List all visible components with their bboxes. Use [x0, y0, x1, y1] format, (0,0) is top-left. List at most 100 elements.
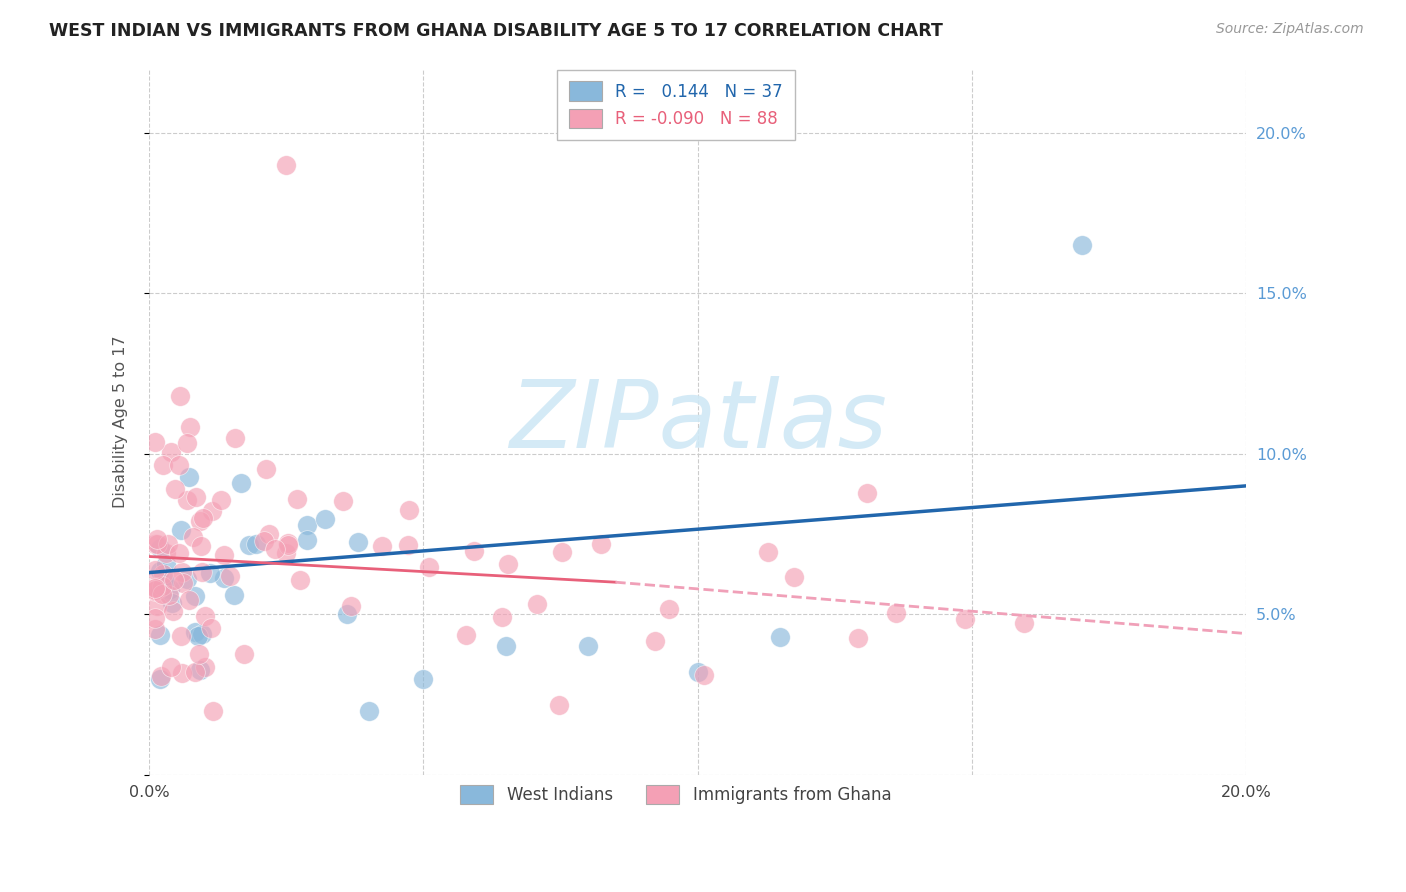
Point — [160, 445, 183, 459]
Point — [184, 490, 207, 504]
Point — [277, 536, 299, 550]
Point — [657, 602, 679, 616]
Point — [184, 590, 207, 604]
Point — [146, 599, 169, 613]
Point — [194, 608, 217, 623]
Point — [160, 660, 183, 674]
Point — [149, 627, 172, 641]
Point — [181, 530, 204, 544]
Point — [591, 537, 613, 551]
Point — [693, 668, 716, 682]
Point — [172, 666, 194, 681]
Point — [209, 493, 232, 508]
Point — [150, 579, 173, 593]
Point — [200, 621, 222, 635]
Point — [188, 664, 211, 678]
Point — [295, 533, 318, 547]
Point — [418, 559, 440, 574]
Point — [245, 536, 267, 550]
Point — [756, 545, 779, 559]
Point — [551, 545, 574, 559]
Point — [177, 593, 200, 607]
Point — [332, 494, 354, 508]
Point — [194, 659, 217, 673]
Point — [297, 518, 319, 533]
Point — [335, 607, 357, 621]
Point — [190, 565, 212, 579]
Point — [184, 625, 207, 640]
Point — [143, 622, 166, 636]
Point — [198, 566, 221, 580]
Point — [219, 568, 242, 582]
Point — [783, 570, 806, 584]
Point — [143, 435, 166, 450]
Point — [222, 588, 245, 602]
Point — [170, 523, 193, 537]
Point — [188, 647, 211, 661]
Point — [149, 564, 172, 578]
Point — [153, 574, 176, 588]
Point — [285, 491, 308, 506]
Point — [212, 548, 235, 562]
Legend: West Indians, Immigrants from Ghana: West Indians, Immigrants from Ghana — [449, 773, 903, 816]
Point — [201, 704, 224, 718]
Point — [264, 541, 287, 556]
Point — [201, 504, 224, 518]
Point — [177, 470, 200, 484]
Point — [846, 631, 869, 645]
Y-axis label: Disability Age 5 to 17: Disability Age 5 to 17 — [114, 335, 128, 508]
Point — [187, 629, 209, 643]
Point — [412, 672, 434, 686]
Point — [238, 538, 260, 552]
Point — [686, 665, 709, 679]
Point — [339, 599, 361, 614]
Point — [233, 648, 256, 662]
Point — [1012, 615, 1035, 630]
Point — [454, 627, 477, 641]
Point — [190, 539, 212, 553]
Point — [162, 604, 184, 618]
Text: WEST INDIAN VS IMMIGRANTS FROM GHANA DISABILITY AGE 5 TO 17 CORRELATION CHART: WEST INDIAN VS IMMIGRANTS FROM GHANA DIS… — [49, 22, 943, 40]
Point — [157, 536, 180, 550]
Point — [396, 539, 419, 553]
Point — [953, 612, 976, 626]
Point — [190, 627, 212, 641]
Point — [150, 669, 173, 683]
Point — [357, 704, 380, 718]
Point — [176, 435, 198, 450]
Point — [150, 587, 173, 601]
Text: ZIPatlas: ZIPatlas — [509, 376, 887, 467]
Point — [252, 534, 274, 549]
Point — [172, 576, 194, 591]
Point — [856, 486, 879, 500]
Point — [143, 610, 166, 624]
Point — [277, 538, 299, 552]
Point — [495, 640, 517, 654]
Point — [149, 541, 172, 555]
Point — [370, 539, 392, 553]
Point — [346, 535, 368, 549]
Point — [176, 572, 198, 586]
Point — [398, 502, 420, 516]
Point — [167, 546, 190, 560]
Point — [644, 634, 666, 648]
Point — [463, 544, 485, 558]
Point — [491, 610, 513, 624]
Point — [143, 537, 166, 551]
Point — [157, 587, 180, 601]
Point — [145, 537, 167, 551]
Point — [188, 514, 211, 528]
Point — [143, 563, 166, 577]
Point — [152, 458, 174, 472]
Point — [152, 567, 174, 582]
Point — [155, 557, 177, 571]
Point — [212, 571, 235, 585]
Point — [184, 665, 207, 679]
Point — [169, 388, 191, 402]
Point — [884, 606, 907, 620]
Point — [170, 565, 193, 579]
Point — [290, 573, 312, 587]
Point — [163, 482, 186, 496]
Point — [176, 492, 198, 507]
Point — [1070, 238, 1092, 252]
